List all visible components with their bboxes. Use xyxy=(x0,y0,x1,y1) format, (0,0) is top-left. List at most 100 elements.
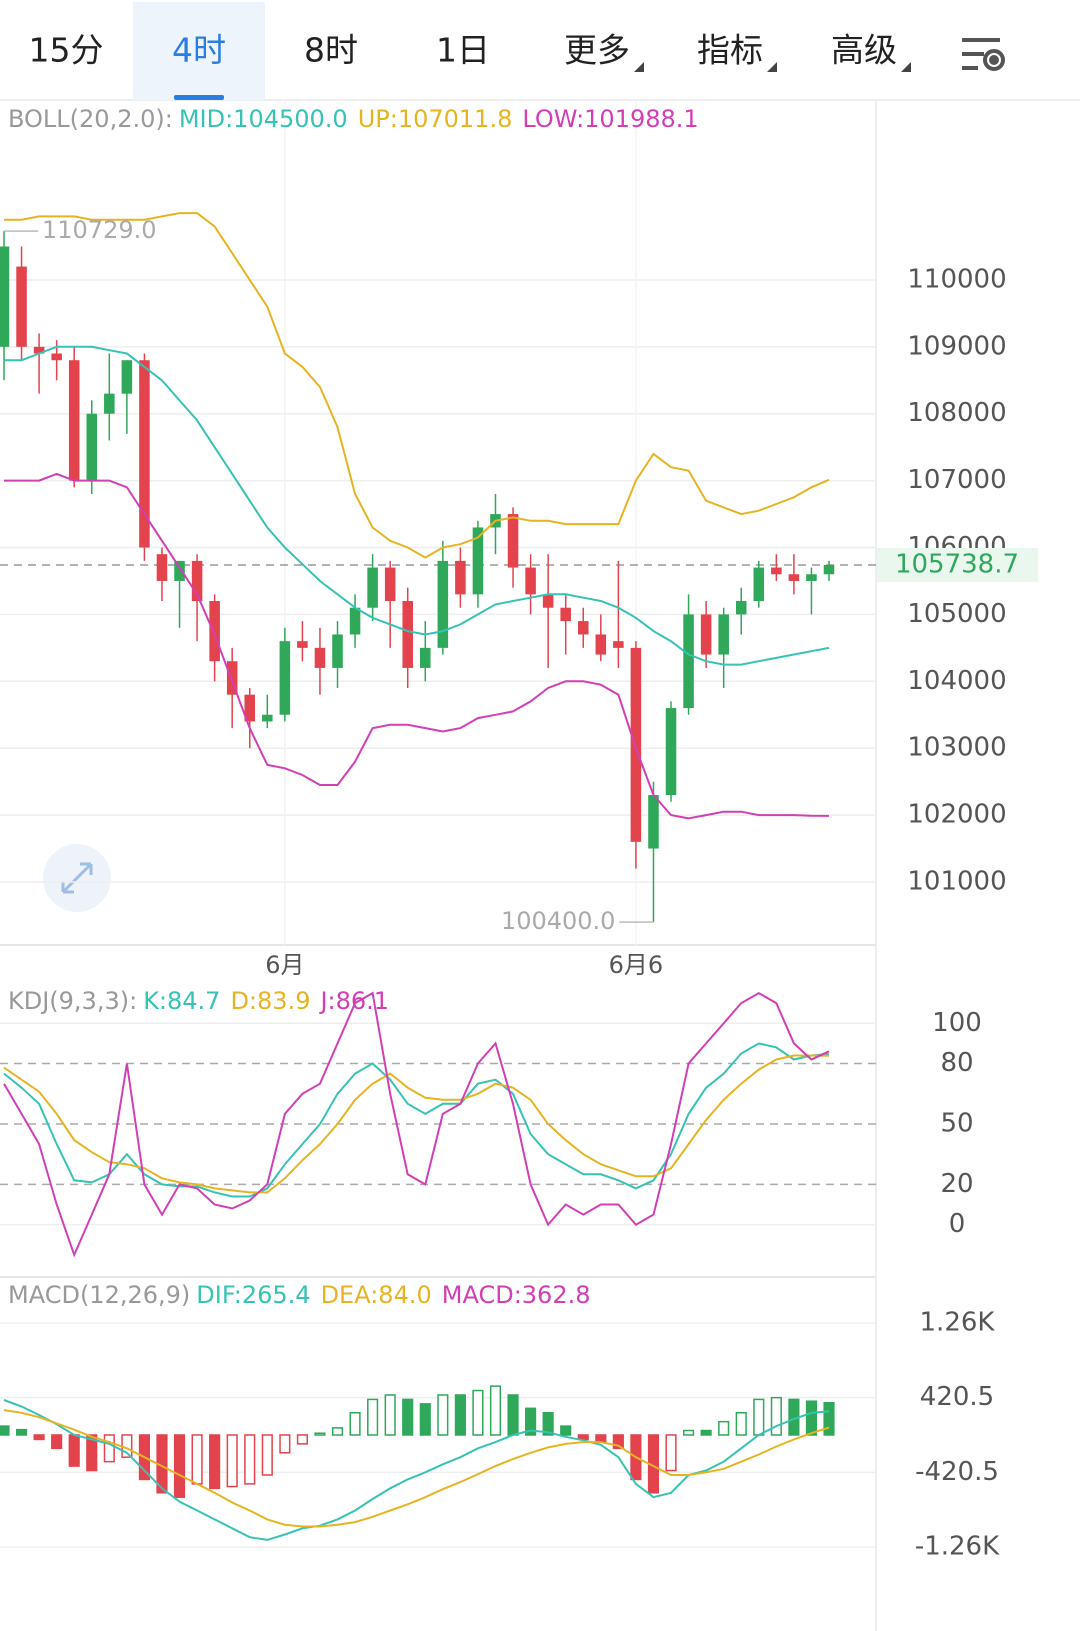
candle-body xyxy=(226,661,238,695)
candle-body xyxy=(788,574,800,581)
candle-body xyxy=(156,554,168,581)
macd-bar xyxy=(367,1398,379,1436)
settings-icon[interactable] xyxy=(962,38,1005,71)
dropdown-caret xyxy=(634,62,644,72)
tab[interactable]: 15分 xyxy=(29,31,104,70)
macd-bar xyxy=(244,1434,256,1485)
macd-line xyxy=(3,1409,830,1528)
header-label: KDJ(9,3,3): xyxy=(8,987,137,1015)
candle-body xyxy=(700,614,712,655)
y-tick-label: 80 xyxy=(940,1048,973,1078)
legend-entry: MID:104500.0 xyxy=(179,105,348,133)
candle-body xyxy=(613,641,624,648)
candle-body xyxy=(753,567,765,602)
macd-bar xyxy=(296,1434,308,1445)
macd-bar xyxy=(191,1434,203,1485)
kdj-line xyxy=(3,991,830,1258)
candle-body xyxy=(139,360,150,548)
macd-bar xyxy=(735,1412,747,1436)
min-price-label: 100400.0 xyxy=(501,907,616,935)
y-tick-label: 108000 xyxy=(907,398,1006,428)
y-tick-label: 104000 xyxy=(907,666,1006,696)
macd-bar xyxy=(51,1434,63,1450)
macd-bar xyxy=(419,1403,431,1436)
candle-body xyxy=(384,567,396,602)
tab[interactable]: 4时 xyxy=(172,31,226,70)
candle-body xyxy=(665,708,677,796)
macd-bar xyxy=(279,1434,291,1454)
legend-entry: D:83.9 xyxy=(230,987,310,1015)
tab[interactable]: 更多 xyxy=(564,31,630,70)
legend-entry: DIF:265.4 xyxy=(196,1281,310,1309)
macd-bar xyxy=(314,1432,326,1436)
macd-bar xyxy=(805,1400,818,1436)
legend-entry: DEA:84.0 xyxy=(321,1281,432,1309)
candle-body xyxy=(16,266,27,347)
legend-entry: J:86.1 xyxy=(318,987,389,1015)
indicator-header: MACD(12,26,9) DIF:265.4 DEA:84.0 MACD:362.8 xyxy=(8,1281,590,1309)
y-tick-label: 109000 xyxy=(907,331,1006,361)
macd-bar xyxy=(331,1427,344,1436)
macd-bar xyxy=(542,1412,554,1436)
legend-entry: MACD:362.8 xyxy=(442,1281,591,1309)
candle-body xyxy=(630,647,642,842)
legend-entry: UP:107011.8 xyxy=(358,105,513,133)
candle-body xyxy=(806,574,817,581)
macd-bar xyxy=(226,1434,238,1488)
tab[interactable]: 指标 xyxy=(697,31,763,70)
candle-body xyxy=(455,560,466,595)
macd-bar xyxy=(15,1428,28,1436)
candle-body xyxy=(121,360,133,394)
tab[interactable]: 8时 xyxy=(304,31,358,70)
candle-body xyxy=(560,607,571,622)
candle-body xyxy=(349,607,361,635)
macd-bar xyxy=(437,1394,449,1436)
candle-body xyxy=(0,246,10,347)
macd-bar xyxy=(472,1389,484,1436)
macd-bar xyxy=(718,1420,730,1436)
macd-bar xyxy=(525,1407,537,1436)
tab[interactable]: 1日 xyxy=(436,31,490,70)
macd-bar xyxy=(0,1425,10,1436)
y-tick-label: 420.5 xyxy=(920,1382,994,1412)
candle-body xyxy=(595,634,607,655)
macd-bar xyxy=(209,1434,221,1490)
candle-body xyxy=(86,413,98,481)
macd-bar xyxy=(560,1425,572,1436)
candle-body xyxy=(507,514,519,568)
max-price-label: 110729.0 xyxy=(42,216,157,244)
macd-bar xyxy=(86,1434,98,1472)
macd-bar xyxy=(68,1434,80,1467)
macd-bar xyxy=(682,1429,695,1436)
macd-bar xyxy=(349,1412,361,1436)
expand-button[interactable] xyxy=(43,844,111,912)
candle-body xyxy=(472,527,484,595)
x-tick-label: 6月 xyxy=(265,951,304,979)
macd-bar xyxy=(384,1394,396,1436)
candle-body xyxy=(297,641,308,648)
y-tick-label: 100 xyxy=(932,1008,982,1038)
expand-arrows xyxy=(61,862,93,894)
candle-body xyxy=(262,714,273,722)
macd-bar xyxy=(402,1398,414,1436)
candle-body xyxy=(420,647,431,668)
macd-bar xyxy=(173,1434,186,1498)
macd-bar xyxy=(454,1394,466,1436)
y-tick-label: 0 xyxy=(949,1209,966,1239)
tab-underline xyxy=(174,95,224,100)
macd-bar xyxy=(770,1396,782,1436)
candle-body xyxy=(314,647,326,668)
candle-body xyxy=(823,564,835,575)
candle-body xyxy=(735,601,747,615)
candle-body xyxy=(648,795,659,849)
candle-body xyxy=(33,346,45,354)
tab[interactable]: 高级 xyxy=(831,31,897,70)
last-price-tag xyxy=(877,547,1038,582)
candle-body xyxy=(402,601,413,668)
candle-body xyxy=(683,614,694,709)
boll-line xyxy=(4,345,830,666)
candle-body xyxy=(209,601,220,662)
y-tick-label: 105000 xyxy=(907,599,1006,629)
candle-body xyxy=(771,567,782,575)
